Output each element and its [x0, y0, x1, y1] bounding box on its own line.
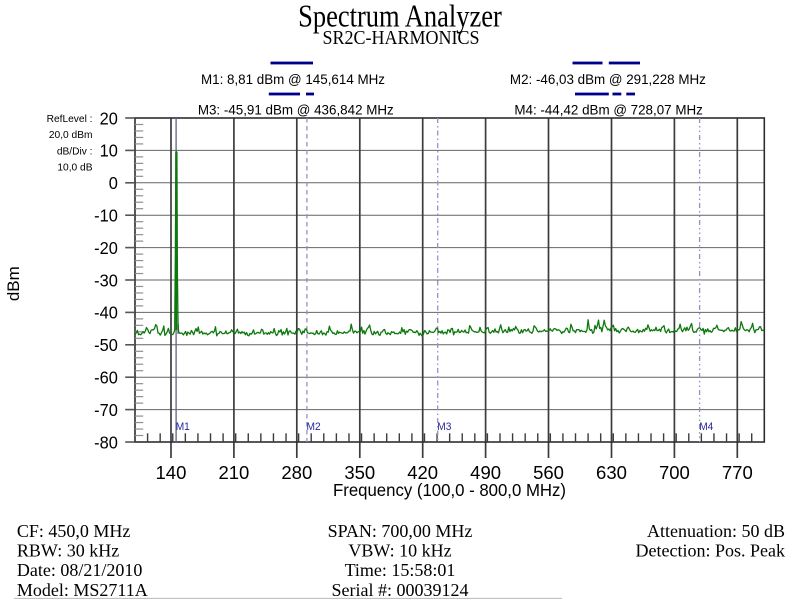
- svg-text:VBW: 10 kHz: VBW: 10 kHz: [348, 541, 451, 561]
- svg-text:700: 700: [659, 462, 690, 483]
- svg-text:dB/Div :: dB/Div :: [57, 146, 93, 157]
- svg-text:Spectrum Analyzer: Spectrum Analyzer: [298, 0, 502, 34]
- svg-text:-50: -50: [94, 334, 118, 355]
- svg-text:-20: -20: [94, 237, 118, 258]
- svg-text:140: 140: [156, 462, 187, 483]
- svg-text:-80: -80: [94, 432, 118, 453]
- svg-text:M4: -44,42 dBm @ 728,07 MHz: M4: -44,42 dBm @ 728,07 MHz: [514, 102, 703, 117]
- svg-text:Frequency (100,0 - 800,0 MHz): Frequency (100,0 - 800,0 MHz): [333, 481, 566, 500]
- svg-text:420: 420: [407, 462, 438, 483]
- svg-text:Attenuation: 50 dB: Attenuation: 50 dB: [647, 521, 785, 541]
- svg-text:0: 0: [109, 172, 118, 193]
- svg-text:210: 210: [218, 462, 249, 483]
- svg-text:Time: 15:58:01: Time: 15:58:01: [345, 560, 456, 580]
- svg-text:Detection: Pos. Peak: Detection: Pos. Peak: [636, 541, 785, 561]
- svg-text:RBW: 30 kHz: RBW: 30 kHz: [17, 541, 119, 561]
- svg-text:280: 280: [281, 462, 312, 483]
- svg-text:-40: -40: [94, 302, 118, 323]
- svg-text:Model: MS2711A: Model: MS2711A: [17, 580, 148, 600]
- svg-text:M1: 8,81 dBm @ 145,614 MHz: M1: 8,81 dBm @ 145,614 MHz: [201, 72, 385, 87]
- svg-text:CF: 450,0 MHz: CF: 450,0 MHz: [17, 521, 131, 541]
- svg-text:dBm: dBm: [4, 266, 23, 301]
- svg-text:Date: 08/21/2010: Date: 08/21/2010: [17, 560, 142, 580]
- svg-text:-10: -10: [94, 205, 118, 226]
- svg-text:Serial #: 00039124: Serial #: 00039124: [332, 580, 469, 600]
- svg-text:490: 490: [470, 462, 501, 483]
- svg-text:770: 770: [722, 462, 753, 483]
- svg-text:SR2C-HARMONICS: SR2C-HARMONICS: [323, 27, 480, 49]
- svg-text:M2: -46,03 dBm @ 291,228 MHz: M2: -46,03 dBm @ 291,228 MHz: [510, 72, 706, 87]
- svg-text:RefLevel :: RefLevel :: [47, 114, 93, 125]
- svg-text:10: 10: [100, 140, 118, 161]
- svg-text:M2: M2: [307, 421, 321, 434]
- svg-text:350: 350: [344, 462, 375, 483]
- svg-text:20: 20: [100, 108, 118, 129]
- svg-text:10,0 dB: 10,0 dB: [57, 162, 92, 173]
- svg-text:-60: -60: [94, 367, 118, 388]
- svg-text:20,0 dBm: 20,0 dBm: [49, 130, 93, 141]
- svg-text:M3: M3: [437, 421, 451, 434]
- svg-text:-70: -70: [94, 399, 118, 420]
- svg-text:-30: -30: [94, 270, 118, 291]
- svg-text:630: 630: [596, 462, 627, 483]
- svg-text:560: 560: [533, 462, 564, 483]
- svg-text:M4: M4: [699, 421, 713, 434]
- svg-text:SPAN: 700,00 MHz: SPAN: 700,00 MHz: [328, 521, 473, 541]
- svg-text:M3: -45,91 dBm @ 436,842 MHz: M3: -45,91 dBm @ 436,842 MHz: [198, 102, 394, 117]
- svg-text:M1: M1: [176, 421, 190, 434]
